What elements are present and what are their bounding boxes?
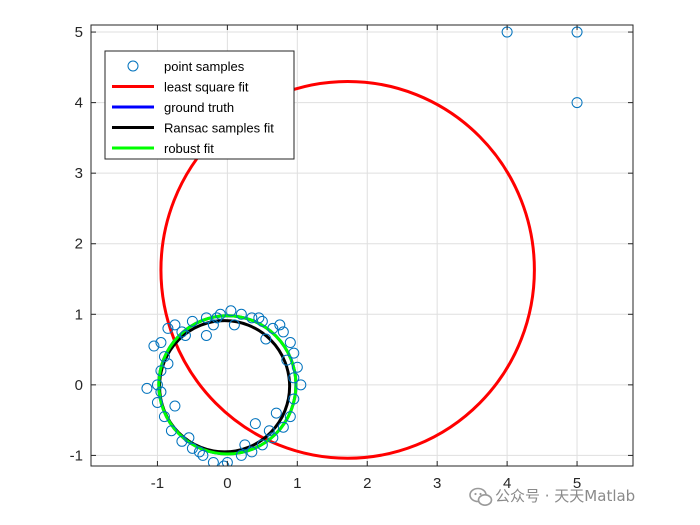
data-point xyxy=(165,425,177,437)
data-point xyxy=(169,400,181,412)
data-point xyxy=(284,411,296,423)
data-point xyxy=(288,347,300,359)
point-samples-markers xyxy=(141,26,583,466)
data-point xyxy=(249,418,261,430)
x-tick-label: 4 xyxy=(503,475,511,492)
data-point xyxy=(225,305,237,317)
x-tick-label: 5 xyxy=(573,475,581,492)
data-point xyxy=(155,386,167,398)
x-tick-label: 2 xyxy=(363,475,371,492)
data-point xyxy=(267,322,279,334)
x-tick-label: 0 xyxy=(223,475,231,492)
data-point xyxy=(207,456,219,466)
fit-circle-1 xyxy=(159,79,536,460)
data-point xyxy=(169,319,181,331)
data-point xyxy=(239,439,251,451)
data-point xyxy=(197,449,209,461)
legend-label: point samples xyxy=(164,59,245,74)
data-point xyxy=(253,312,265,324)
data-point xyxy=(571,97,583,109)
data-point xyxy=(284,337,296,349)
data-point xyxy=(158,351,170,363)
x-tick-label: 3 xyxy=(433,475,441,492)
data-point xyxy=(235,449,247,461)
x-axis-ticks: -1 0 1 2 3 4 5 xyxy=(151,25,581,492)
data-point xyxy=(288,372,300,384)
y-tick-label: -1 xyxy=(70,447,83,464)
data-point xyxy=(277,326,289,338)
data-point xyxy=(274,319,286,331)
data-point xyxy=(288,393,300,405)
data-point xyxy=(221,456,233,466)
data-point xyxy=(151,396,163,408)
data-point xyxy=(179,329,191,341)
data-point xyxy=(246,446,258,458)
legend-label: robust fit xyxy=(164,141,214,156)
data-point xyxy=(162,358,174,370)
data-point xyxy=(214,308,226,320)
data-point xyxy=(291,361,303,373)
legend: point samples least square fit ground trut… xyxy=(104,50,295,160)
data-point xyxy=(186,442,198,454)
legend-label: ground truth xyxy=(164,100,234,115)
y-tick-label: 1 xyxy=(75,306,83,323)
y-tick-label: 3 xyxy=(75,165,83,182)
axes-box xyxy=(90,24,634,467)
data-point xyxy=(246,312,258,324)
data-point xyxy=(162,322,174,334)
data-point xyxy=(176,435,188,447)
data-point xyxy=(176,326,188,338)
data-point xyxy=(141,382,153,394)
x-tick-label: 1 xyxy=(293,475,301,492)
y-axis-ticks: -1 0 1 2 3 4 5 xyxy=(70,24,633,464)
data-point xyxy=(186,315,198,327)
legend-items: point samples least square fit ground trut… xyxy=(112,59,274,156)
data-point xyxy=(263,425,275,437)
data-point xyxy=(155,365,167,377)
data-point xyxy=(151,379,163,391)
data-point xyxy=(218,460,230,466)
wechat-icon xyxy=(469,487,493,506)
watermark: 公众号 · 天天Matlab xyxy=(469,487,635,506)
y-tick-label: 2 xyxy=(75,236,83,253)
data-point xyxy=(277,421,289,433)
y-tick-label: 4 xyxy=(75,95,83,112)
watermark-text: 公众号 · 天天Matlab xyxy=(495,487,635,505)
data-point xyxy=(228,319,240,331)
data-point xyxy=(211,312,223,324)
data-point xyxy=(270,407,282,419)
x-tick-label: -1 xyxy=(151,475,164,492)
data-point xyxy=(281,354,293,366)
data-point xyxy=(235,308,247,320)
data-point xyxy=(256,315,268,327)
data-point xyxy=(158,411,170,423)
legend-swatch-marker xyxy=(127,60,139,72)
legend-label: least square fit xyxy=(164,80,249,95)
data-point xyxy=(260,333,272,345)
data-point xyxy=(267,432,279,444)
legend-label: Ransac samples fit xyxy=(164,121,274,136)
data-point xyxy=(183,432,195,444)
data-point xyxy=(256,439,268,451)
y-tick-label: 5 xyxy=(75,24,83,41)
data-point xyxy=(155,337,167,349)
data-point xyxy=(295,379,307,391)
data-point xyxy=(200,329,212,341)
data-point xyxy=(207,319,219,331)
data-point xyxy=(193,446,205,458)
y-tick-label: 0 xyxy=(75,377,83,394)
data-point xyxy=(148,340,160,352)
